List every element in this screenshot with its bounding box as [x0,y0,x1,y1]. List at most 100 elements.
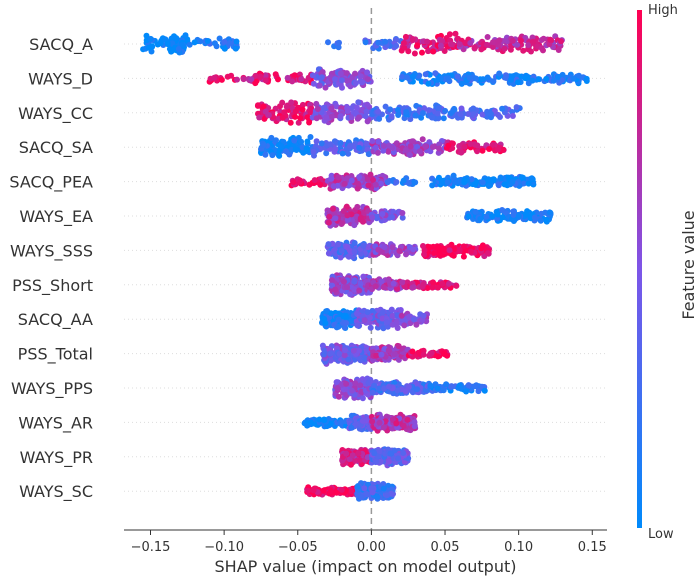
shap-point [248,76,255,83]
shap-point [396,247,403,254]
shap-point [410,316,417,323]
shap-point [413,321,420,328]
shap-point [364,101,371,108]
shap-point [385,347,392,354]
shap-point [341,352,348,359]
shap-point [372,181,379,188]
shap-point [540,35,547,42]
shap-point [385,142,392,149]
shap-point [361,317,368,324]
shap-point [378,351,385,358]
shap-point [377,458,384,465]
colorbar-high-label: High [648,3,678,18]
shap-point [436,145,442,152]
shap-point [351,286,358,293]
shap-point [350,347,357,354]
shap-point [385,277,392,284]
shap-point [403,251,409,258]
shap-point [465,213,472,220]
shap-point [313,100,320,107]
shap-point [327,420,334,427]
shap-point [333,489,340,496]
shap-point [514,41,521,48]
shap-point [308,105,315,112]
shap-point [479,179,486,186]
shap-point [355,99,362,106]
shap-point [525,42,532,49]
shap-point [481,387,488,394]
shap-point [310,487,317,494]
shap-point [425,48,432,54]
shap-point [462,40,469,47]
feature-labels: SACQ_AWAYS_DWAYS_CCSACQ_SASACQ_PEAWAYS_E… [9,35,93,502]
shap-point [472,181,479,188]
shap-point [365,182,372,189]
shap-point [429,182,436,189]
shap-point [364,69,371,76]
shap-point [354,483,361,490]
shap-point [429,144,436,150]
shap-point [510,211,517,218]
shap-point [535,76,542,83]
shap-point [330,183,337,190]
shap-point [352,70,358,77]
shap-point [337,419,344,426]
shap-point [332,146,339,153]
shap-point [447,110,454,117]
shap-point [465,382,472,389]
shap-point [444,179,451,186]
shap-point [166,46,173,52]
shap-point [449,140,456,147]
shap-point [344,212,351,219]
shap-point [402,146,409,153]
shap-point [468,176,475,183]
shap-point [443,381,450,388]
shap-point [323,150,330,157]
shap-point [149,43,156,50]
shap-point [424,38,431,45]
shap-point [268,134,275,141]
shap-point [472,208,479,215]
shap-point [143,32,150,39]
shap-point [380,485,387,492]
shap-point [414,386,421,393]
shap-point [289,78,296,85]
shap-point [383,413,390,420]
feature-gridlines [124,43,607,492]
shap-point [477,216,484,222]
shap-point [338,247,345,254]
shap-point [360,218,366,225]
shap-point [453,282,460,289]
shap-point [376,385,383,392]
shap-point [434,385,441,392]
shap-point [276,152,283,159]
shap-point [422,71,429,78]
shap-point [354,322,361,329]
shap-point [515,212,522,219]
shap-point [351,240,358,246]
shap-point [211,40,218,47]
shap-point [316,416,323,423]
shap-point [316,82,323,89]
shap-point [445,75,452,82]
shap-point [338,77,345,84]
shap-point [173,35,180,42]
shap-point [262,77,269,84]
shap-point [317,181,324,188]
shap-point [389,313,396,319]
shap-point [228,72,235,79]
shap-point [359,417,366,424]
shap-point [479,76,486,83]
shap-point [475,388,482,395]
colorbar [637,10,642,528]
shap-point [461,143,468,150]
shap-point [367,171,374,178]
shap-point [525,180,532,187]
shap-point [357,73,364,80]
shap-point [349,452,356,459]
x-axis-title: SHAP value (impact on model output) [215,557,517,576]
shap-point [255,102,261,109]
shap-point [537,217,544,224]
shap-point [344,175,351,182]
